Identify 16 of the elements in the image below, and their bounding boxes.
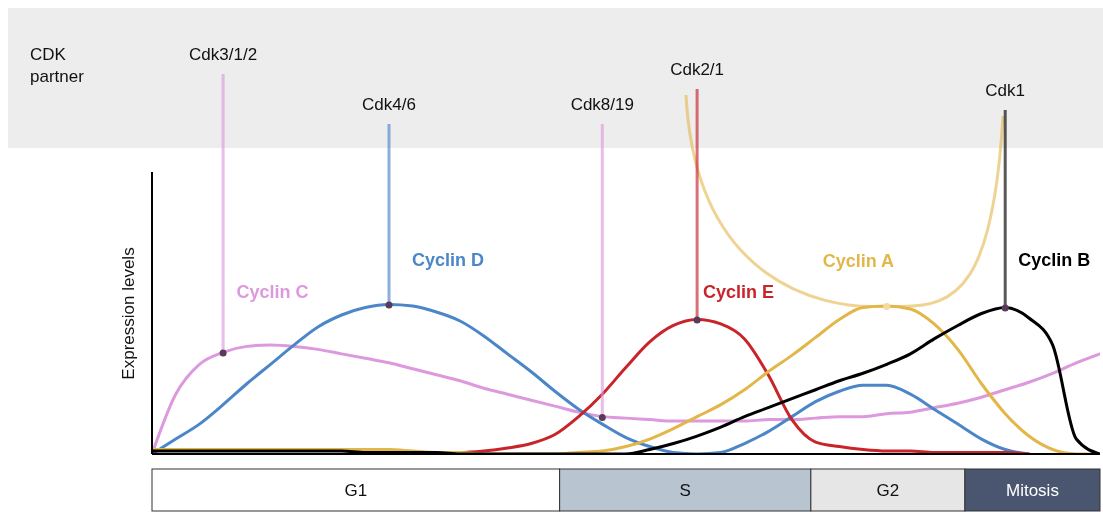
text: Cdk3/1/2	[189, 45, 258, 64]
text: G2	[876, 481, 900, 500]
text: Cdk4/6	[362, 95, 416, 114]
text: Cdk1	[985, 81, 1026, 100]
series-label: Cyclin D	[412, 250, 485, 270]
text: S	[679, 481, 691, 500]
text: Cyclin C	[236, 281, 309, 302]
y-axis-title: Expression levels	[119, 247, 138, 380]
text: Mitosis	[1006, 481, 1059, 500]
text: Cdk2/1	[670, 60, 725, 79]
text: G1	[344, 481, 368, 500]
series-label: Cyclin E	[703, 282, 775, 302]
text: Cdk8/19	[570, 95, 634, 114]
text: Cyclin B	[1018, 250, 1091, 270]
series-label: Cyclin A	[822, 250, 895, 271]
text: CDK partner	[30, 45, 85, 86]
